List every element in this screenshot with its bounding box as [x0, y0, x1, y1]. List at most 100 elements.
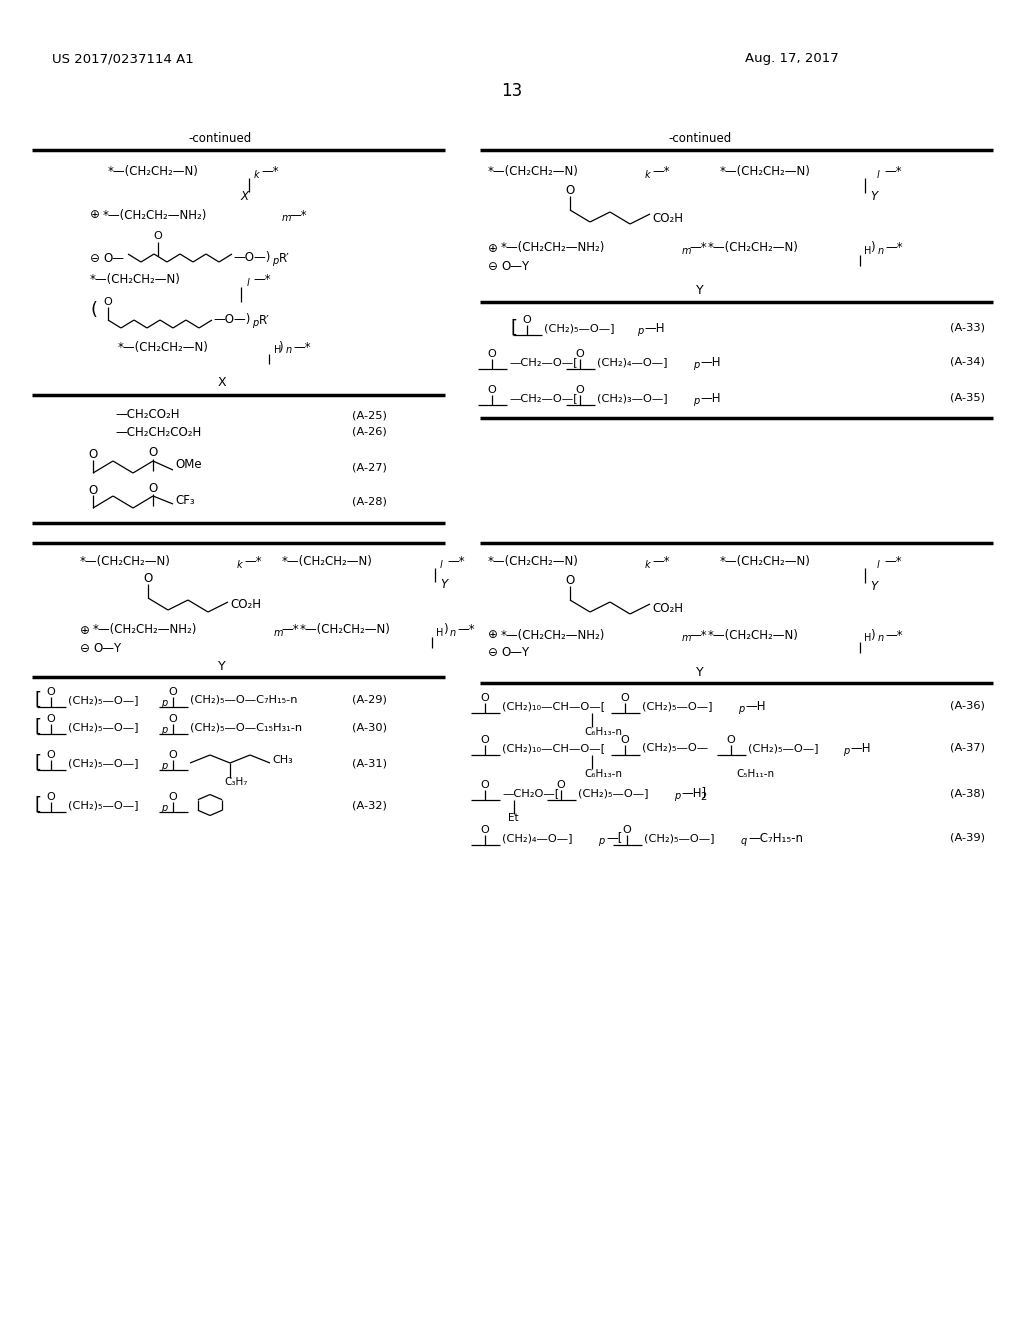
Text: —O—): —O—) — [213, 314, 251, 326]
Text: O: O — [487, 348, 496, 359]
Text: —*: —* — [261, 165, 279, 178]
Text: p: p — [161, 803, 167, 813]
Text: *—(CH₂CH₂—N): *—(CH₂CH₂—N) — [80, 556, 171, 569]
Text: ⊕: ⊕ — [80, 623, 90, 636]
Text: ): ) — [870, 628, 874, 642]
Text: X: X — [241, 190, 249, 203]
Text: (A-29): (A-29) — [352, 696, 387, 705]
Text: —*: —* — [289, 209, 306, 222]
Text: —H: —H — [700, 355, 721, 368]
Text: ⊖: ⊖ — [488, 647, 498, 660]
Text: O: O — [620, 735, 629, 744]
Text: —*: —* — [652, 556, 670, 569]
Text: C₆H₁₃-n: C₆H₁₃-n — [584, 770, 622, 779]
Text: (CH₂)₄—O—]: (CH₂)₄—O—] — [502, 833, 572, 843]
Text: O—Y: O—Y — [93, 642, 121, 655]
Text: ): ) — [278, 341, 283, 354]
Text: ⊖: ⊖ — [488, 260, 498, 273]
Text: R′: R′ — [279, 252, 290, 264]
Text: n: n — [450, 628, 456, 638]
Text: -continued: -continued — [669, 132, 731, 144]
Text: (A-32): (A-32) — [352, 800, 387, 810]
Text: (A-30): (A-30) — [352, 722, 387, 733]
Text: O: O — [575, 385, 584, 395]
Text: *—(CH₂CH₂—N): *—(CH₂CH₂—N) — [488, 165, 579, 178]
Text: O: O — [46, 792, 54, 803]
Text: O: O — [487, 385, 496, 395]
Text: (CH₂)₅—O—]: (CH₂)₅—O—] — [578, 788, 648, 799]
Text: Y: Y — [218, 660, 226, 672]
Text: US 2017/0237114 A1: US 2017/0237114 A1 — [52, 51, 194, 65]
Text: O: O — [620, 693, 629, 704]
Text: CO₂H: CO₂H — [652, 602, 683, 615]
Text: *—(CH₂CH₂—N): *—(CH₂CH₂—N) — [708, 242, 799, 255]
Text: p: p — [637, 326, 643, 337]
Text: —*: —* — [253, 273, 270, 286]
Text: H: H — [864, 246, 871, 256]
Text: O: O — [565, 183, 574, 197]
Text: (CH₂)₅—O—C₇H₁₅-n: (CH₂)₅—O—C₇H₁₅-n — [190, 696, 298, 705]
Text: (A-34): (A-34) — [950, 356, 985, 367]
Text: *—(CH₂CH₂—NH₂): *—(CH₂CH₂—NH₂) — [501, 242, 605, 255]
Text: —C₇H₁₅-n: —C₇H₁₅-n — [748, 832, 803, 845]
Text: OMe: OMe — [175, 458, 202, 471]
Text: —*: —* — [293, 341, 310, 354]
Text: k: k — [237, 560, 243, 570]
Text: *—(CH₂CH₂—N): *—(CH₂CH₂—N) — [720, 556, 811, 569]
Text: —*: —* — [885, 628, 902, 642]
Text: —*: —* — [457, 623, 475, 636]
Text: l: l — [877, 560, 880, 570]
Text: [: [ — [34, 718, 41, 737]
Text: (A-38): (A-38) — [950, 788, 985, 799]
Text: —H: —H — [745, 700, 766, 713]
Text: —CH₂O—[: —CH₂O—[ — [502, 788, 559, 799]
Text: *—(CH₂CH₂—N): *—(CH₂CH₂—N) — [282, 556, 373, 569]
Text: p: p — [161, 698, 167, 708]
Text: (A-39): (A-39) — [950, 833, 985, 843]
Text: —*: —* — [652, 165, 670, 178]
Text: p: p — [693, 396, 699, 407]
Text: O—Y: O—Y — [501, 647, 529, 660]
Text: n: n — [286, 345, 292, 355]
Text: O: O — [480, 735, 488, 744]
Text: O: O — [622, 825, 631, 836]
Text: k: k — [645, 170, 650, 180]
Text: O: O — [556, 780, 565, 789]
Text: m: m — [274, 628, 284, 638]
Text: (A-33): (A-33) — [950, 323, 985, 333]
Text: —H: —H — [700, 392, 721, 404]
Text: 2: 2 — [700, 792, 707, 803]
Text: p: p — [693, 360, 699, 370]
Text: *—(CH₂CH₂—NH₂): *—(CH₂CH₂—NH₂) — [501, 628, 605, 642]
Text: *—(CH₂CH₂—N): *—(CH₂CH₂—N) — [720, 165, 811, 178]
Text: m: m — [682, 634, 691, 643]
Text: m: m — [282, 213, 292, 223]
Text: —*: —* — [884, 165, 901, 178]
Text: —CH₂—O—[: —CH₂—O—[ — [509, 356, 578, 367]
Text: (CH₂)₅—O—]: (CH₂)₅—O—] — [68, 696, 138, 705]
Text: ⊕: ⊕ — [90, 209, 100, 222]
Text: O: O — [480, 825, 488, 836]
Text: [: [ — [34, 796, 41, 814]
Text: *—(CH₂CH₂—N): *—(CH₂CH₂—N) — [90, 273, 181, 286]
Text: [: [ — [34, 754, 41, 772]
Text: *—(CH₂CH₂—NH₂): *—(CH₂CH₂—NH₂) — [103, 209, 208, 222]
Text: O: O — [103, 297, 112, 308]
Text: —H: —H — [850, 742, 870, 755]
Text: p: p — [161, 725, 167, 735]
Text: ⊖: ⊖ — [90, 252, 100, 264]
Text: —CH₂CH₂CO₂H: —CH₂CH₂CO₂H — [115, 425, 202, 438]
Text: (A-27): (A-27) — [352, 463, 387, 473]
Text: O: O — [88, 483, 97, 496]
Text: H: H — [274, 345, 282, 355]
Text: Y: Y — [696, 665, 703, 678]
Text: n: n — [878, 634, 884, 643]
Text: (CH₂)₃—O—]: (CH₂)₃—O—] — [597, 393, 668, 403]
Text: Et: Et — [508, 813, 518, 822]
Text: O: O — [726, 735, 735, 744]
Text: (A-28): (A-28) — [352, 498, 387, 507]
Text: (CH₂)₄—O—]: (CH₂)₄—O—] — [597, 356, 668, 367]
Text: C₃H₇: C₃H₇ — [224, 777, 248, 787]
Text: O: O — [88, 449, 97, 462]
Text: k: k — [254, 170, 260, 180]
